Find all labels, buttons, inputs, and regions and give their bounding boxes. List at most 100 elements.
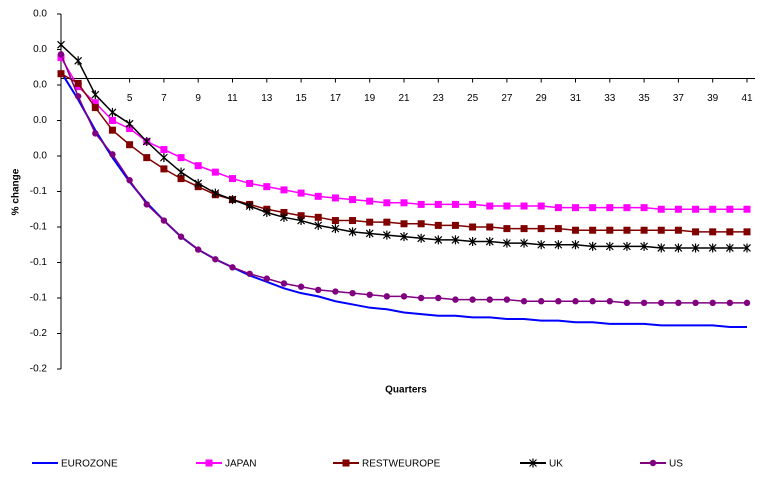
- marker: [451, 235, 460, 245]
- marker: [503, 296, 511, 303]
- y-tick-label: 0.0: [33, 151, 47, 162]
- marker: [262, 207, 271, 217]
- legend-marker: [205, 459, 213, 467]
- marker: [658, 299, 665, 307]
- marker: [143, 201, 150, 208]
- marker: [331, 217, 339, 225]
- marker: [709, 299, 716, 307]
- marker: [159, 153, 168, 163]
- y-tick-label: -0.1: [30, 257, 48, 268]
- marker: [605, 241, 614, 251]
- marker: [640, 226, 648, 234]
- marker: [469, 223, 477, 231]
- marker: [485, 237, 494, 247]
- legend-label: RESTWEUROPE: [362, 459, 441, 470]
- marker: [108, 126, 116, 134]
- marker: [212, 256, 219, 263]
- x-axis-title: Quarters: [385, 385, 427, 396]
- legend-marker: [649, 459, 657, 467]
- y-tick-label: -0.1: [30, 186, 48, 197]
- marker: [314, 192, 322, 200]
- legend-label: US: [669, 459, 683, 470]
- marker: [177, 154, 185, 162]
- marker: [108, 107, 117, 117]
- x-tick-label: 25: [467, 93, 479, 104]
- marker: [674, 205, 682, 213]
- marker: [228, 195, 237, 205]
- marker: [520, 225, 528, 233]
- marker: [280, 208, 288, 216]
- marker: [468, 237, 477, 247]
- marker: [229, 264, 236, 271]
- marker: [349, 289, 356, 297]
- marker: [263, 275, 270, 282]
- marker: [246, 270, 253, 277]
- x-tick-label: 21: [398, 93, 410, 104]
- marker: [743, 243, 751, 253]
- marker: [606, 226, 614, 234]
- marker: [109, 151, 116, 158]
- marker: [195, 246, 202, 253]
- marker: [572, 204, 579, 212]
- marker: [297, 189, 305, 197]
- marker: [74, 56, 83, 66]
- marker: [657, 243, 666, 253]
- marker: [503, 202, 511, 210]
- marker: [92, 130, 99, 137]
- y-tick-label: 0.0: [33, 80, 47, 91]
- legend-marker: [342, 459, 350, 467]
- marker: [57, 54, 65, 62]
- marker: [160, 165, 168, 173]
- marker: [211, 188, 220, 198]
- marker: [640, 241, 649, 251]
- marker: [452, 296, 459, 303]
- marker: [674, 243, 683, 253]
- marker: [537, 240, 546, 250]
- marker: [57, 40, 65, 50]
- marker: [588, 241, 597, 251]
- marker: [315, 286, 322, 294]
- marker: [126, 177, 133, 184]
- marker: [366, 218, 374, 226]
- marker: [331, 224, 340, 234]
- marker: [417, 233, 426, 243]
- marker: [434, 221, 442, 229]
- marker: [571, 240, 580, 250]
- y-tick-label: 0.0: [33, 44, 47, 55]
- marker: [280, 212, 288, 222]
- marker: [606, 204, 614, 212]
- marker: [692, 205, 700, 213]
- x-tick-label: 9: [195, 93, 201, 104]
- marker: [657, 205, 665, 213]
- marker: [365, 228, 374, 238]
- x-tick-label: 31: [570, 93, 582, 104]
- marker: [74, 93, 82, 100]
- y-axis-title: % change: [11, 168, 22, 215]
- marker: [280, 280, 288, 287]
- marker: [332, 288, 339, 295]
- marker: [126, 125, 134, 133]
- marker: [520, 238, 528, 248]
- marker: [314, 213, 322, 221]
- marker: [640, 299, 648, 307]
- marker: [726, 299, 734, 307]
- marker: [108, 117, 116, 124]
- x-tick-label: 35: [639, 93, 651, 104]
- y-tick-label: -0.1: [30, 293, 48, 304]
- marker: [177, 233, 185, 240]
- marker: [297, 283, 305, 290]
- marker: [555, 298, 562, 305]
- marker: [160, 217, 168, 224]
- marker: [349, 196, 357, 204]
- marker: [692, 228, 700, 236]
- marker: [486, 296, 493, 303]
- x-tick-label: 5: [127, 93, 133, 104]
- x-tick-label: 17: [330, 93, 342, 104]
- marker: [194, 178, 203, 188]
- x-tick-label: 27: [501, 93, 513, 104]
- y-tick-label: -0.2: [30, 364, 48, 375]
- marker: [709, 205, 717, 213]
- marker: [623, 299, 631, 307]
